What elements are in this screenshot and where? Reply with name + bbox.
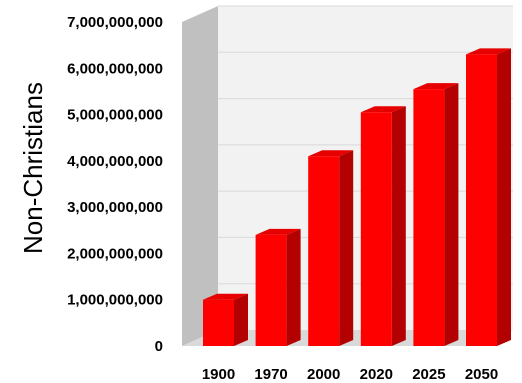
bar-top <box>255 228 301 235</box>
bar-top <box>203 293 248 300</box>
y-tick-label: 4,000,000,000 <box>67 153 163 170</box>
bar-side <box>234 293 248 346</box>
bar-side <box>286 228 301 346</box>
bar-top <box>466 48 511 55</box>
y-tick-label: 5,000,000,000 <box>67 107 163 124</box>
y-axis-label: Non-Christians <box>18 82 48 254</box>
y-tick-label: 0 <box>155 338 163 355</box>
bar <box>255 228 301 346</box>
bars <box>203 48 511 347</box>
bar-side <box>497 48 511 347</box>
bar <box>203 293 248 346</box>
y-tick-label: 6,000,000,000 <box>67 60 163 77</box>
x-tick-label: 2050 <box>465 366 498 383</box>
x-tick-label: 1970 <box>254 366 287 383</box>
bar-front <box>413 89 445 346</box>
bar-front <box>203 299 234 346</box>
bar-front <box>360 112 392 346</box>
bar-front <box>308 156 340 346</box>
bar-side <box>339 150 354 346</box>
bar-top <box>308 150 354 157</box>
bar <box>413 83 459 346</box>
x-tick-label: 2025 <box>412 366 445 383</box>
x-tick-labels: 1900 1970 2000 2020 2025 2050 <box>202 366 498 383</box>
bar-side <box>391 106 406 346</box>
x-tick-label: 2000 <box>307 366 340 383</box>
y-tick-label: 3,000,000,000 <box>67 199 163 216</box>
bar-front <box>466 54 497 347</box>
y-tick-label: 7,000,000,000 <box>67 14 163 31</box>
bar <box>466 48 511 347</box>
bar-side <box>444 83 459 346</box>
y-tick-label: 2,000,000,000 <box>67 245 163 262</box>
bar <box>308 150 354 346</box>
side-wall <box>182 6 218 346</box>
y-tick-label: 1,000,000,000 <box>67 292 163 309</box>
bar-top <box>360 106 406 113</box>
x-tick-label: 1900 <box>202 366 235 383</box>
y-tick-labels: 0 1,000,000,000 2,000,000,000 3,000,000,000… <box>67 14 163 355</box>
x-tick-label: 2020 <box>360 366 393 383</box>
bar-front <box>255 234 287 346</box>
bar-top <box>413 83 459 90</box>
bar <box>360 106 406 346</box>
